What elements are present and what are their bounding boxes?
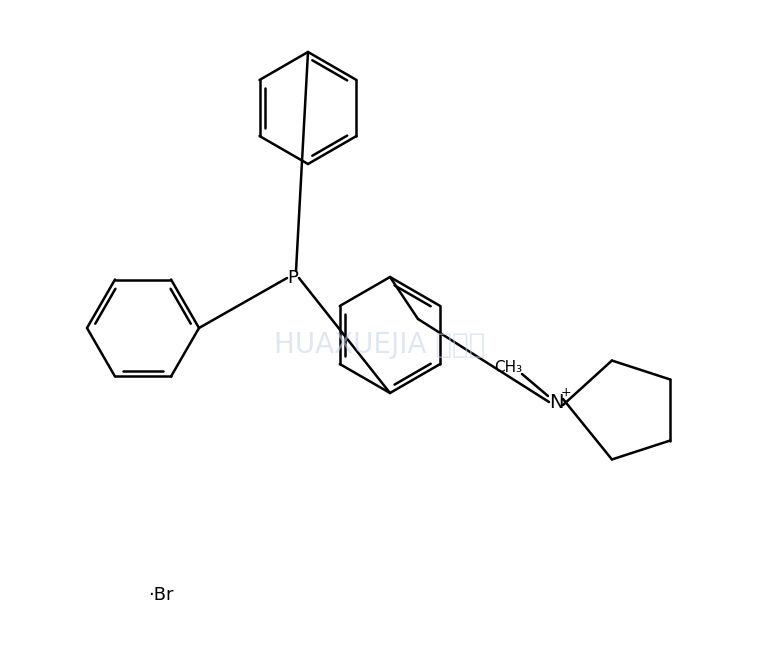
Text: P: P: [288, 269, 298, 287]
Text: HUAXUEJIA 化学加: HUAXUEJIA 化学加: [274, 331, 486, 359]
Text: +: +: [561, 386, 572, 398]
Text: ·Br: ·Br: [148, 586, 173, 604]
Text: CH₃: CH₃: [494, 360, 522, 374]
Text: N: N: [549, 392, 563, 412]
